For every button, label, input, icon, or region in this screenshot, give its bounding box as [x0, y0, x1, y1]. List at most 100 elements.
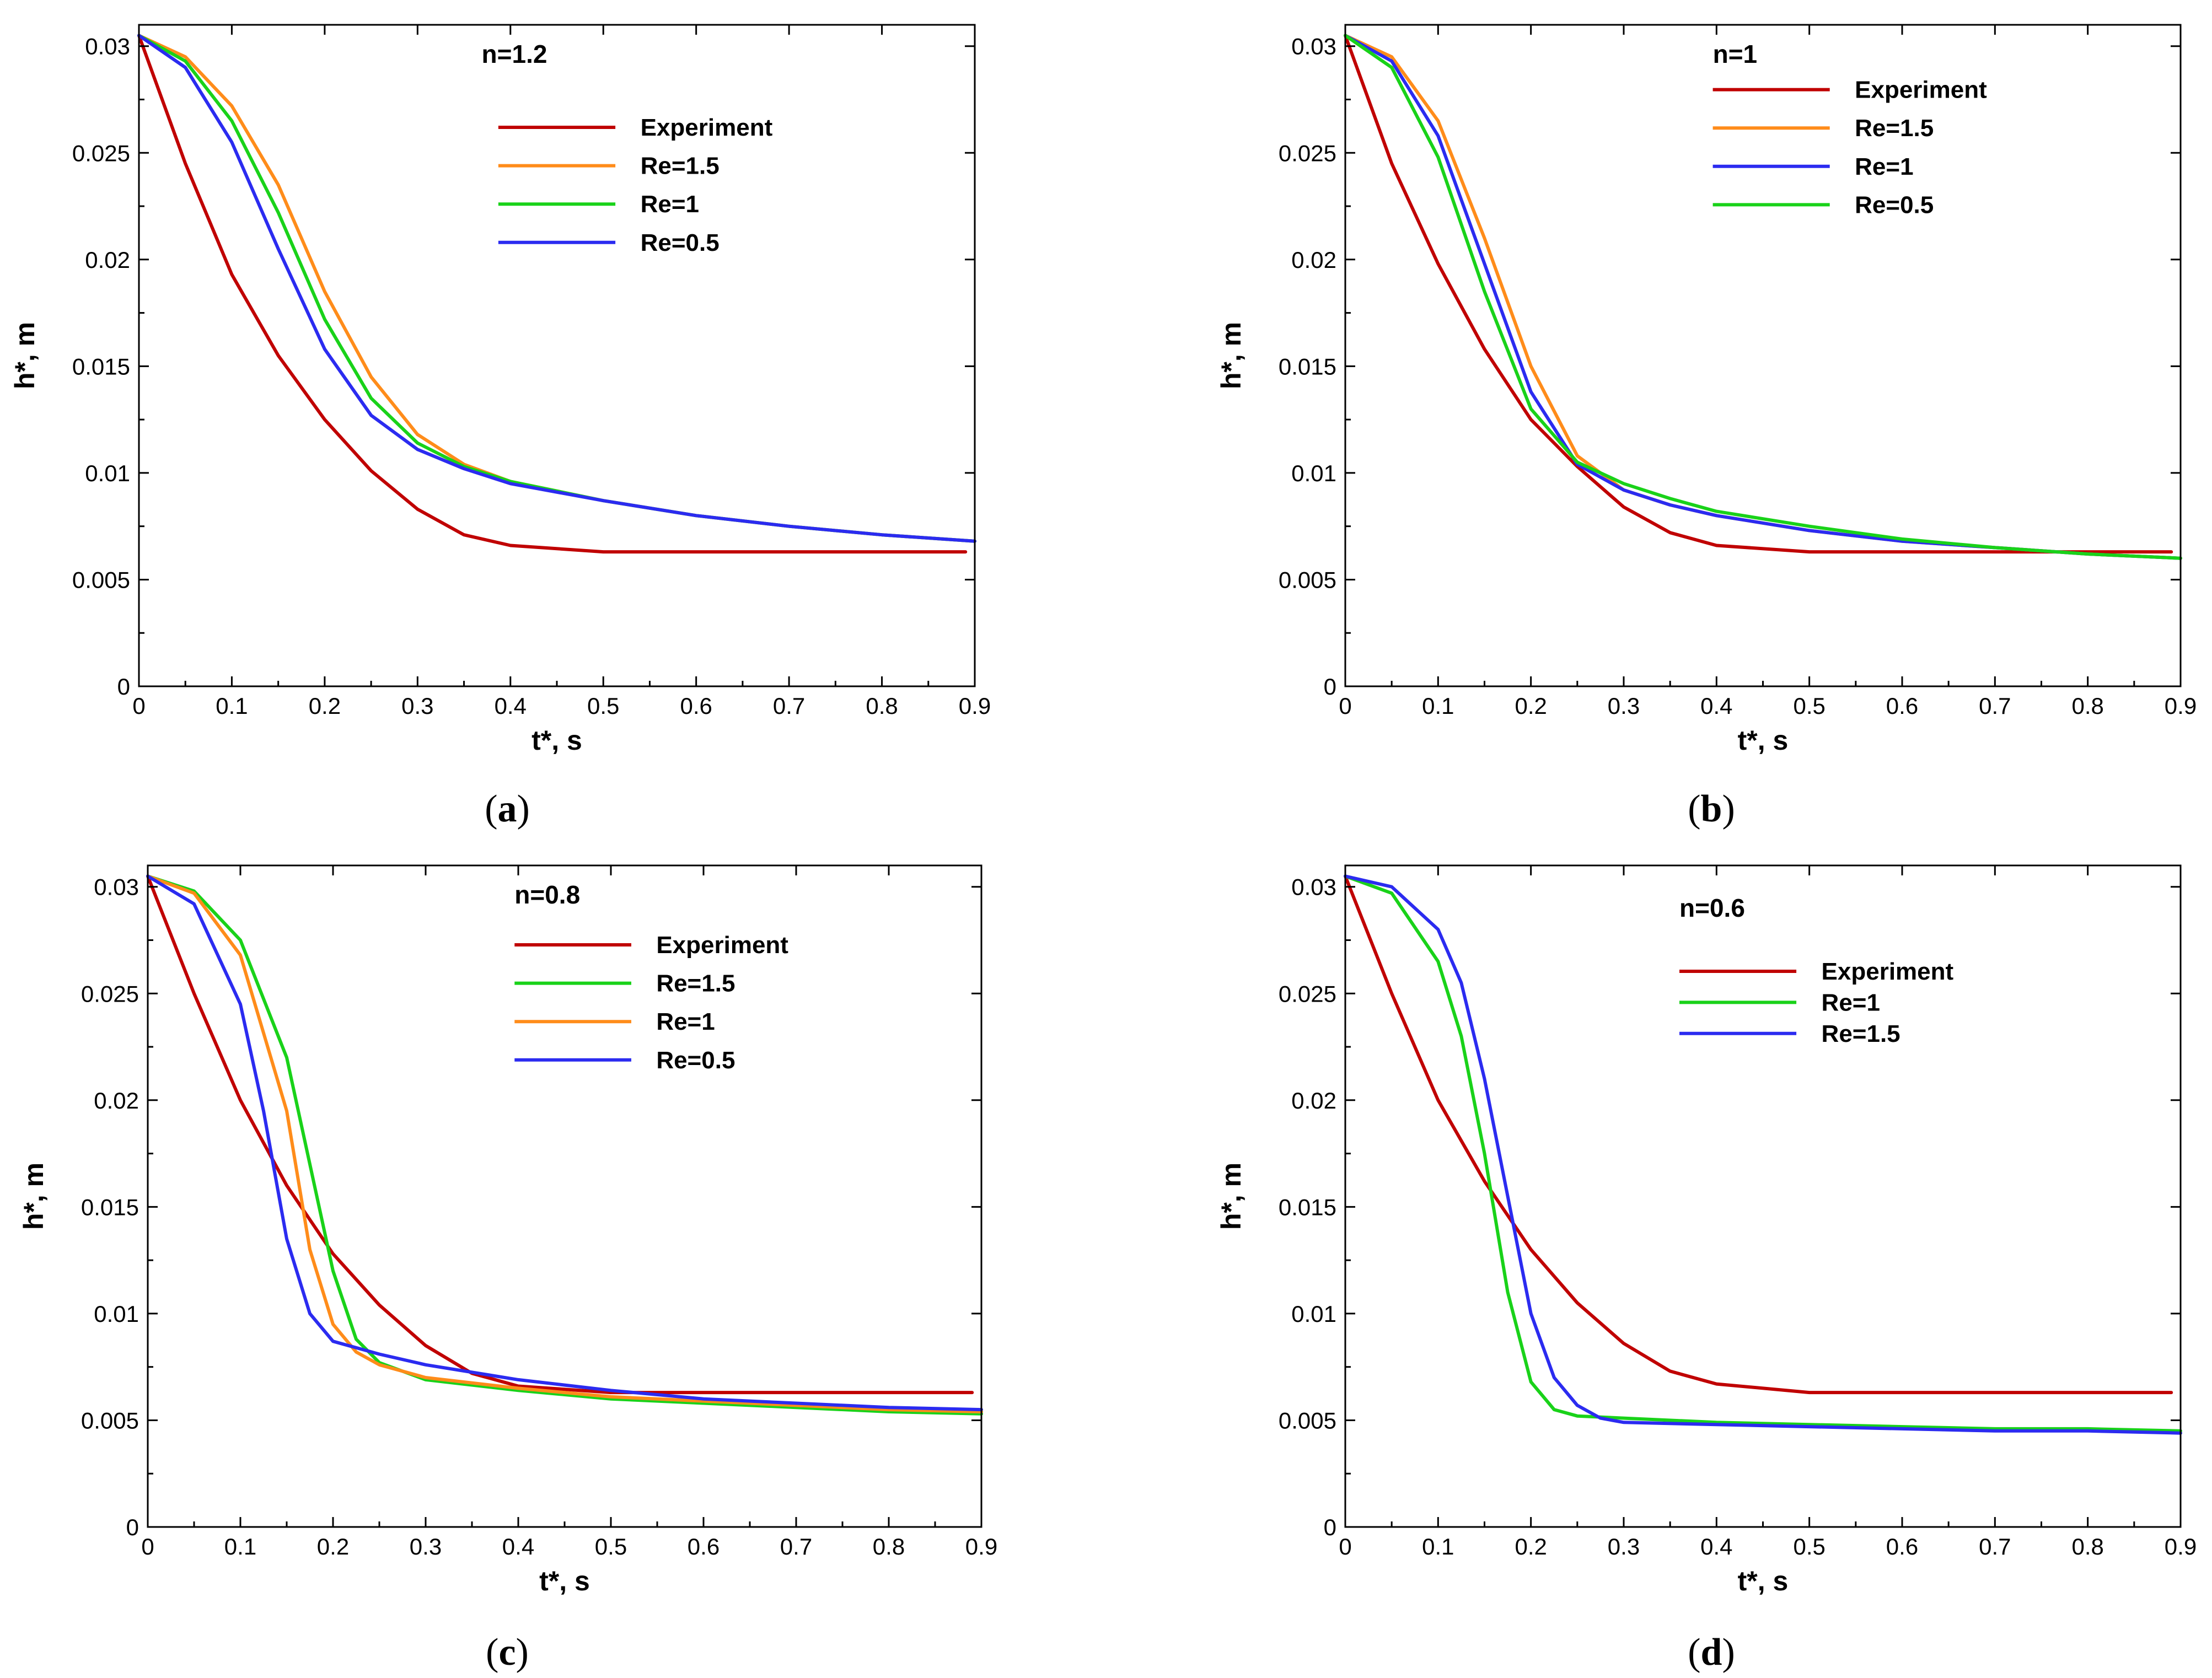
y-tick-label: 0.03 — [94, 874, 139, 900]
x-tick-label: 0.4 — [502, 1534, 534, 1559]
chart-panel-b: 0 0.1 0.2 0.3 0.4 0.5 0.6 0.7 0.8 0.9 0 0.005 0.01 0.… — [1216, 24, 2197, 830]
y-tick-label: 0.015 — [81, 1194, 139, 1220]
y-tick-label: 0 — [117, 674, 130, 700]
x-tick-label: 0.6 — [1886, 1534, 1918, 1559]
n-annotation: n=1.2 — [482, 40, 547, 68]
panels: 0 0.1 0.2 0.3 0.4 0.5 0.6 0.7 0.8 0.9 0 0.005 0.01 0.… — [9, 24, 2197, 1674]
x-tick-label: 0.3 — [1608, 693, 1640, 719]
x-tick-label: 0.1 — [216, 693, 248, 719]
y-tick-label: 0.025 — [72, 140, 130, 166]
x-tick-label: 0.9 — [2165, 1534, 2197, 1559]
legend-entry: Re=1.5 — [656, 970, 735, 997]
y-tick-label: 0.005 — [1279, 1407, 1336, 1433]
y-tick-label: 0.005 — [72, 567, 130, 593]
series-line-re-0-5 — [146, 874, 983, 1412]
x-tick-label: 0.9 — [959, 693, 991, 719]
x-tick-label: 0.9 — [2165, 693, 2197, 719]
series-line-re-1-5 — [146, 874, 983, 1416]
y-tick-label: 0.02 — [85, 247, 130, 273]
x-tick-label: 0 — [141, 1534, 154, 1559]
legend-entry: Re=1.5 — [641, 153, 720, 180]
y-tick-label: 0.03 — [1291, 874, 1336, 900]
legend-entry: Re=1 — [641, 191, 699, 218]
x-tick-label: 0 — [132, 693, 145, 719]
x-tick-label: 0.2 — [317, 1534, 349, 1559]
y-tick-label: 0 — [1324, 1514, 1336, 1540]
x-tick-label: 0.8 — [866, 693, 898, 719]
x-tick-label: 0.6 — [1886, 693, 1918, 719]
y-tick-label: 0.015 — [1279, 1194, 1336, 1220]
x-tick-label: 0.3 — [1608, 1534, 1640, 1559]
x-tick-label: 0.4 — [495, 693, 527, 719]
x-tick-label: 0.3 — [401, 693, 433, 719]
y-tick-label: 0.015 — [1279, 353, 1336, 379]
x-tick-label: 0.4 — [1700, 693, 1732, 719]
y-tick-label: 0.015 — [72, 353, 130, 379]
y-tick-label: 0.02 — [1291, 247, 1336, 273]
legend-entry: Experiment — [656, 932, 788, 959]
chart-panel-d: 0 0.1 0.2 0.3 0.4 0.5 0.6 0.7 0.8 0.9 0 0.005 0.01 0.… — [1216, 864, 2197, 1674]
x-tick-label: 0.5 — [587, 693, 619, 719]
y-axis-label: h*, m — [1216, 1163, 1247, 1230]
panel-label: (c) — [486, 1631, 529, 1674]
x-tick-label: 0.7 — [1979, 1534, 2011, 1559]
series-line-experiment — [137, 34, 968, 554]
y-tick-label: 0.025 — [1279, 140, 1336, 166]
x-tick-label: 0.2 — [1515, 693, 1547, 719]
panel-label: (a) — [485, 788, 530, 830]
n-annotation: n=1 — [1713, 40, 1758, 68]
legend-entry: Re=1 — [1855, 153, 1913, 180]
x-tick-label: 0.3 — [410, 1534, 442, 1559]
n-annotation: n=0.8 — [514, 880, 580, 909]
panel-label: (d) — [1688, 1631, 1735, 1674]
chart-panel-c: 0 0.1 0.2 0.3 0.4 0.5 0.6 0.7 0.8 0.9 0 0.005 0.01 0.… — [18, 864, 997, 1674]
series-line-experiment — [146, 874, 974, 1395]
x-tick-label: 0.6 — [680, 693, 712, 719]
x-tick-label: 0 — [1339, 1534, 1351, 1559]
x-tick-label: 0.8 — [2071, 693, 2103, 719]
x-tick-label: 0.7 — [780, 1534, 812, 1559]
legend-entry: Experiment — [641, 114, 773, 141]
legend-entry: Re=0.5 — [1855, 191, 1934, 218]
y-tick-label: 0.01 — [94, 1301, 139, 1327]
y-tick-label: 0.02 — [1291, 1088, 1336, 1114]
x-tick-label: 0.5 — [595, 1534, 627, 1559]
x-tick-label: 0.2 — [309, 693, 341, 719]
y-axis-label: h*, m — [18, 1163, 49, 1230]
legend-entry: Experiment — [1855, 77, 1987, 104]
x-tick-label: 0.1 — [1422, 1534, 1454, 1559]
legend-entry: Re=0.5 — [656, 1047, 735, 1074]
legend-entry: Experiment — [1822, 958, 1954, 985]
legend-entry: Re=0.5 — [641, 229, 720, 256]
x-axis-label: t*, s — [1738, 1566, 1789, 1596]
y-tick-label: 0.01 — [1291, 1301, 1336, 1327]
legend-entry: Re=1 — [656, 1008, 715, 1035]
y-tick-label: 0.005 — [1279, 567, 1336, 593]
x-axis-label: t*, s — [1738, 725, 1789, 756]
x-tick-label: 0.7 — [1979, 693, 2011, 719]
series-line-re-1-5 — [1344, 874, 2182, 1435]
y-tick-label: 0.025 — [81, 981, 139, 1007]
x-tick-label: 0.1 — [1422, 693, 1454, 719]
y-axis-label: h*, m — [9, 322, 40, 389]
x-tick-label: 0.5 — [1793, 693, 1825, 719]
y-tick-label: 0.01 — [1291, 460, 1336, 486]
n-annotation: n=0.6 — [1679, 894, 1745, 922]
y-tick-label: 0 — [1324, 674, 1336, 700]
series-line-re-1 — [146, 874, 983, 1413]
y-tick-label: 0.01 — [85, 460, 130, 486]
x-tick-label: 0.5 — [1793, 1534, 1825, 1559]
y-tick-label: 0.03 — [1291, 34, 1336, 60]
series-line-experiment — [1344, 874, 2173, 1395]
series-line-re-0-5 — [1344, 34, 2182, 560]
series-line-re-1 — [1344, 874, 2182, 1433]
series-line-experiment — [1344, 34, 2173, 554]
legend-entry: Re=1.5 — [1855, 115, 1934, 142]
x-tick-label: 0.8 — [873, 1534, 905, 1559]
y-tick-label: 0.025 — [1279, 981, 1336, 1007]
x-tick-label: 0.8 — [2071, 1534, 2103, 1559]
legend-entry: Re=1 — [1822, 989, 1880, 1016]
y-tick-label: 0.03 — [85, 34, 130, 60]
